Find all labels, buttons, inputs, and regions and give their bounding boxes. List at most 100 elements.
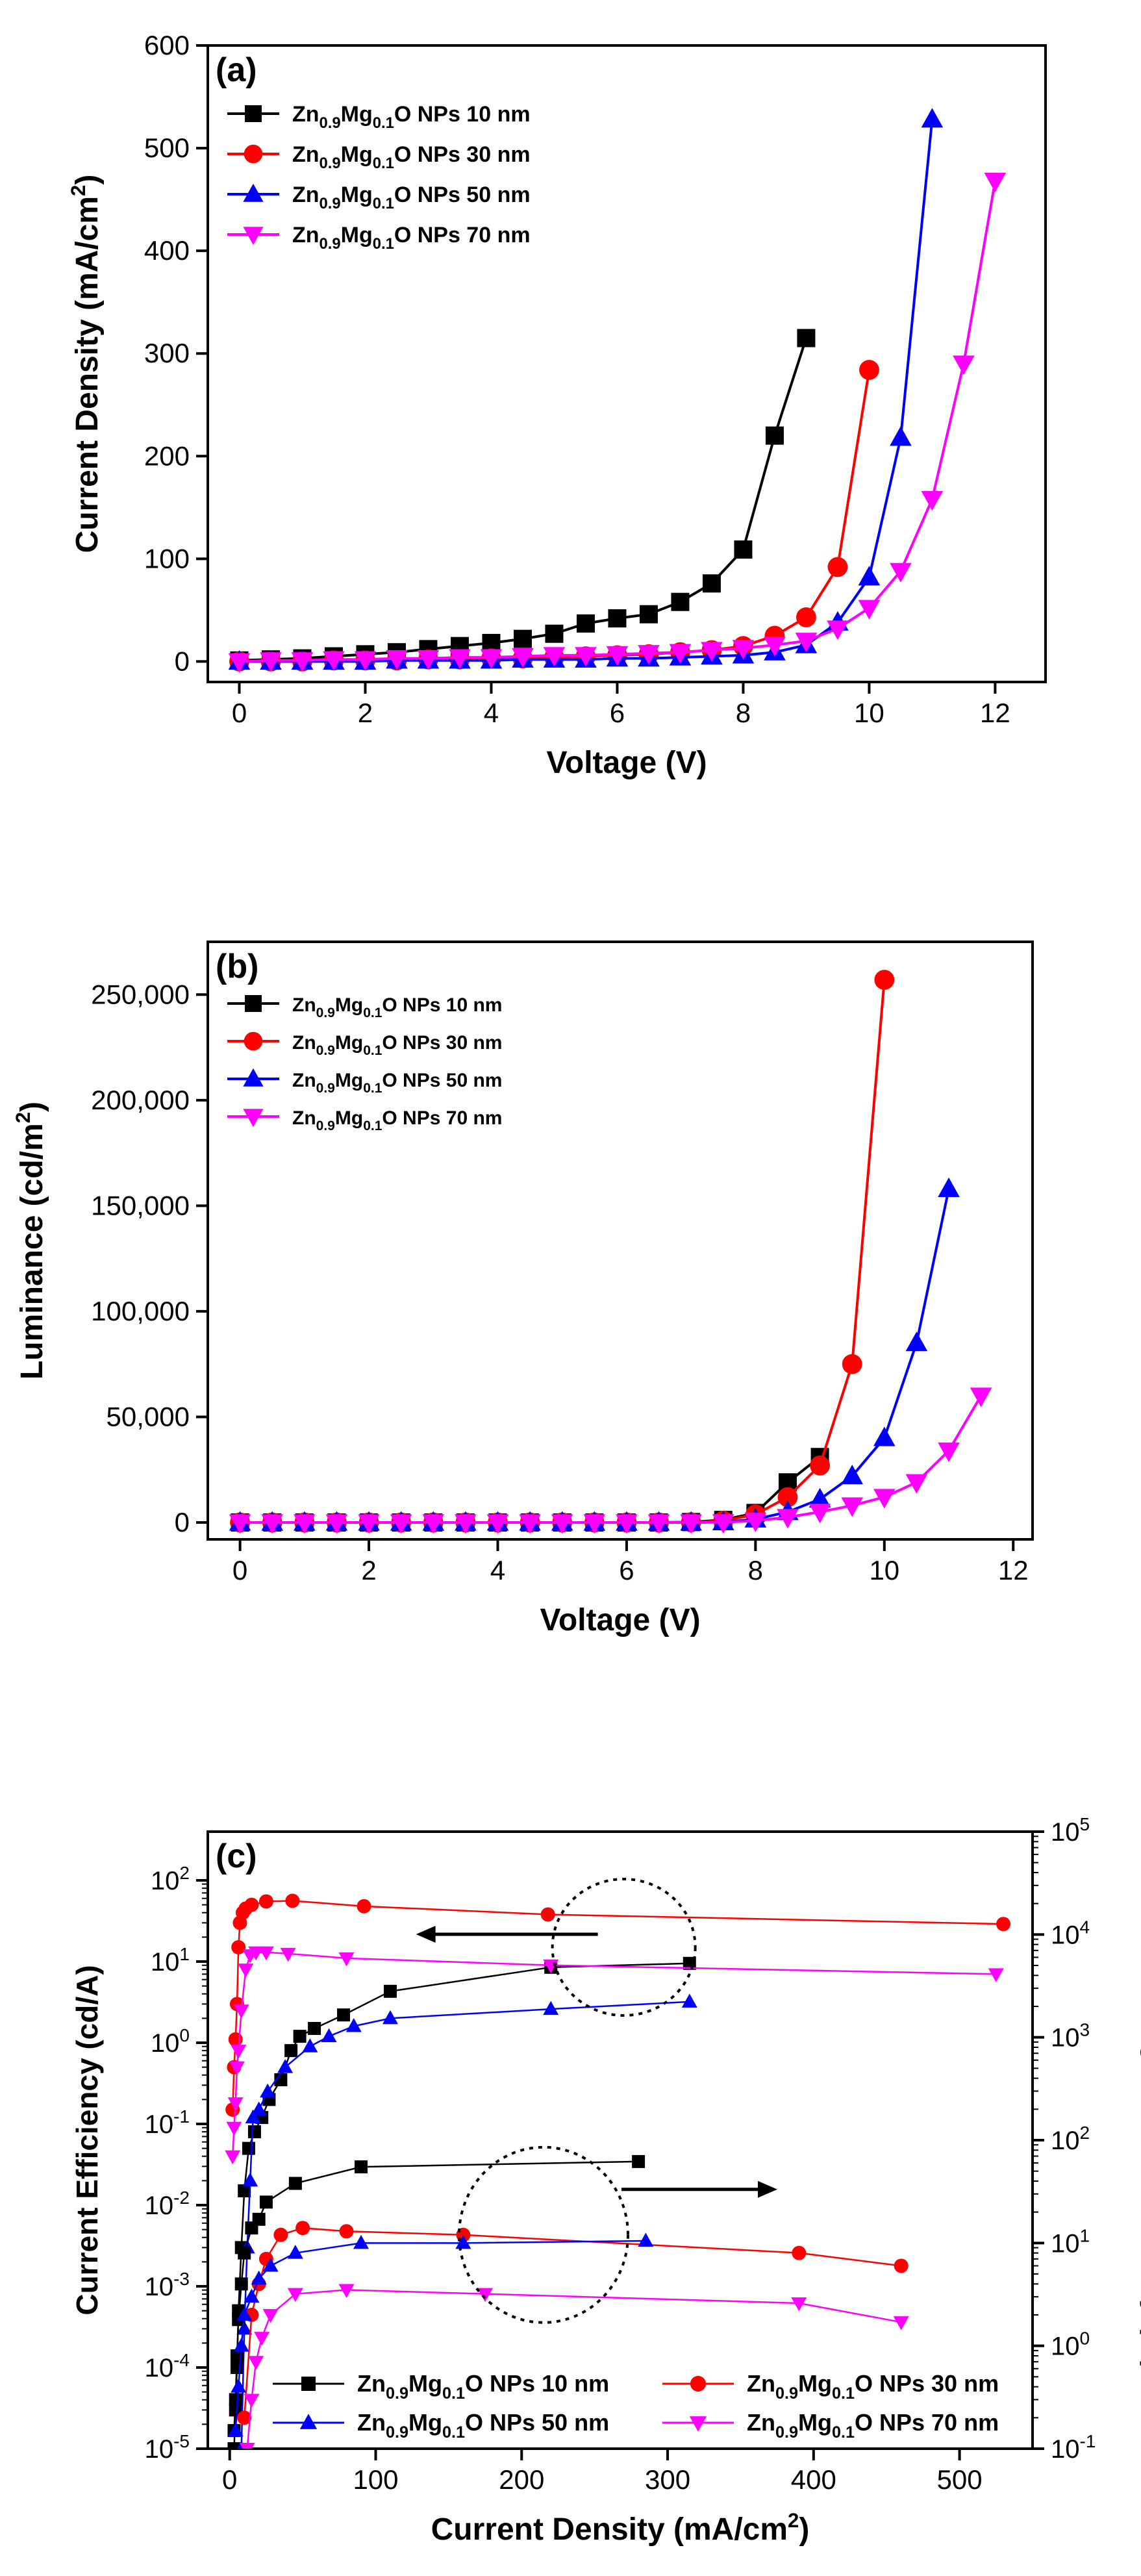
tick-part: -5 [173, 2431, 190, 2451]
data-point [233, 2004, 249, 2019]
data-point [227, 2442, 241, 2449]
x-tick-label: 0 [222, 2464, 237, 2495]
x-tick-label: 6 [610, 698, 625, 728]
legend-text-part: 0.1 [373, 155, 394, 172]
legend-text-part: O NPs 50 nm [382, 1070, 502, 1091]
legend-text-part: 0.9 [386, 2423, 408, 2442]
data-point [938, 1442, 960, 1462]
legend-marker [243, 1068, 264, 1087]
arrow-head [416, 1925, 436, 1943]
data-point [777, 1509, 799, 1529]
legend-text-part: O NPs 50 nm [465, 2409, 609, 2436]
chart-panel-a: 0 2 4 6 8 10 12 Voltage (V) 0 100 200 300 400 500 600 C… [67, 30, 1047, 780]
legend-text-part: Zn [292, 102, 320, 127]
series-line [234, 2240, 646, 2431]
axis-label-part: 2 [12, 1112, 34, 1123]
x-tick-label: 8 [748, 1555, 763, 1585]
legend-label: Zn0.9Mg0.1O NPs 10 nm [292, 102, 531, 132]
legend-label: Zn0.9Mg0.1O NPs 30 nm [292, 1032, 502, 1058]
data-point [795, 633, 818, 653]
legend-text-part: Mg [798, 2370, 832, 2397]
series-line [231, 1951, 996, 2156]
legend-label: Zn0.9Mg0.1O NPs 10 nm [357, 2370, 609, 2403]
data-point [229, 2061, 245, 2076]
data-point [545, 624, 564, 643]
data-point [338, 1952, 355, 1967]
y-tick-label: 400 [144, 235, 190, 266]
legend-marker [689, 2416, 707, 2432]
series-line [239, 337, 808, 662]
data-point [874, 970, 895, 990]
legend-marker [243, 1109, 264, 1128]
y-axis-label: Luminance (cd/m2) [12, 1102, 49, 1380]
y-tick-label: 0 [175, 1507, 190, 1537]
data-point [905, 1332, 928, 1352]
data-point [242, 2172, 258, 2187]
data-point [277, 2059, 294, 2073]
data-point [671, 592, 690, 611]
data-point [712, 1514, 734, 1534]
data-point [287, 2245, 303, 2259]
tick-part: 10 [1051, 2332, 1080, 2361]
x-tick-label: 10 [854, 698, 884, 728]
y-axis-label: Current Efficiency (cd/A) [70, 1965, 104, 2315]
data-point [519, 1514, 541, 1534]
data-point [262, 2309, 279, 2323]
x-tick-label: 400 [791, 2464, 836, 2495]
data-point [796, 607, 816, 627]
data-point [921, 108, 944, 128]
legend-text-part: 0.1 [363, 1118, 382, 1133]
y-tick-label: 102 [151, 1863, 190, 1895]
data-point [422, 1514, 445, 1534]
y-tick-label: 200,000 [91, 1085, 190, 1115]
data-point [229, 2393, 242, 2406]
data-point [583, 1514, 606, 1534]
arrow-head [757, 2180, 777, 2198]
data-point [890, 426, 912, 446]
data-point [894, 2258, 909, 2273]
axis-label-part: 2 [788, 2509, 799, 2532]
data-point [873, 1489, 896, 1509]
tick-part: 10 [151, 2029, 180, 2058]
legend-text-part: 0.9 [386, 2384, 408, 2403]
legend-marker [245, 105, 262, 122]
legend-text-part: Mg [335, 1107, 363, 1129]
legend-label: Zn0.9Mg0.1O NPs 30 nm [747, 2370, 999, 2403]
y2-tick-label: 105 [1051, 1814, 1090, 1847]
data-point [228, 653, 251, 673]
legend-text-part: O NPs 70 nm [394, 223, 531, 247]
legend-text-part: Zn [292, 1070, 316, 1091]
x-axis-label: Current Density (mA/cm2) [431, 2509, 810, 2547]
data-point [382, 2010, 398, 2025]
legend-label: Zn0.9Mg0.1O NPs 70 nm [747, 2409, 999, 2442]
data-point [765, 426, 784, 445]
ellipse-annotation [551, 1877, 697, 2017]
series-line [240, 2001, 690, 2449]
data-point [345, 2017, 362, 2032]
axis-label-part: Luminance (cd/m [15, 1123, 49, 1380]
data-point [238, 2184, 251, 2197]
y-tick-label: 10-4 [145, 2350, 190, 2382]
data-point [632, 2154, 646, 2168]
data-point [827, 557, 848, 577]
legend-text-part: 0.9 [316, 1081, 335, 1096]
legend-label: Zn0.9Mg0.1O NPs 10 nm [292, 994, 502, 1020]
legend-text-part: Mg [408, 2409, 442, 2436]
data-point [638, 2232, 654, 2247]
data-point [455, 2234, 471, 2249]
data-point [325, 1514, 348, 1534]
tick-part: 3 [1080, 2020, 1090, 2040]
data-point [480, 649, 503, 669]
panel-label: (b) [216, 948, 258, 985]
data-point [777, 1487, 798, 1508]
legend-text-part: Mg [341, 142, 373, 167]
data-point [841, 1464, 863, 1485]
data-point [258, 1946, 274, 1961]
legend-text-part: 0.9 [775, 2423, 798, 2442]
data-point [513, 629, 532, 648]
legend-label: Zn0.9Mg0.1O NPs 70 nm [292, 1107, 502, 1133]
data-point [247, 2125, 261, 2139]
data-point [386, 650, 408, 670]
legend-text-part: Zn [292, 223, 320, 247]
